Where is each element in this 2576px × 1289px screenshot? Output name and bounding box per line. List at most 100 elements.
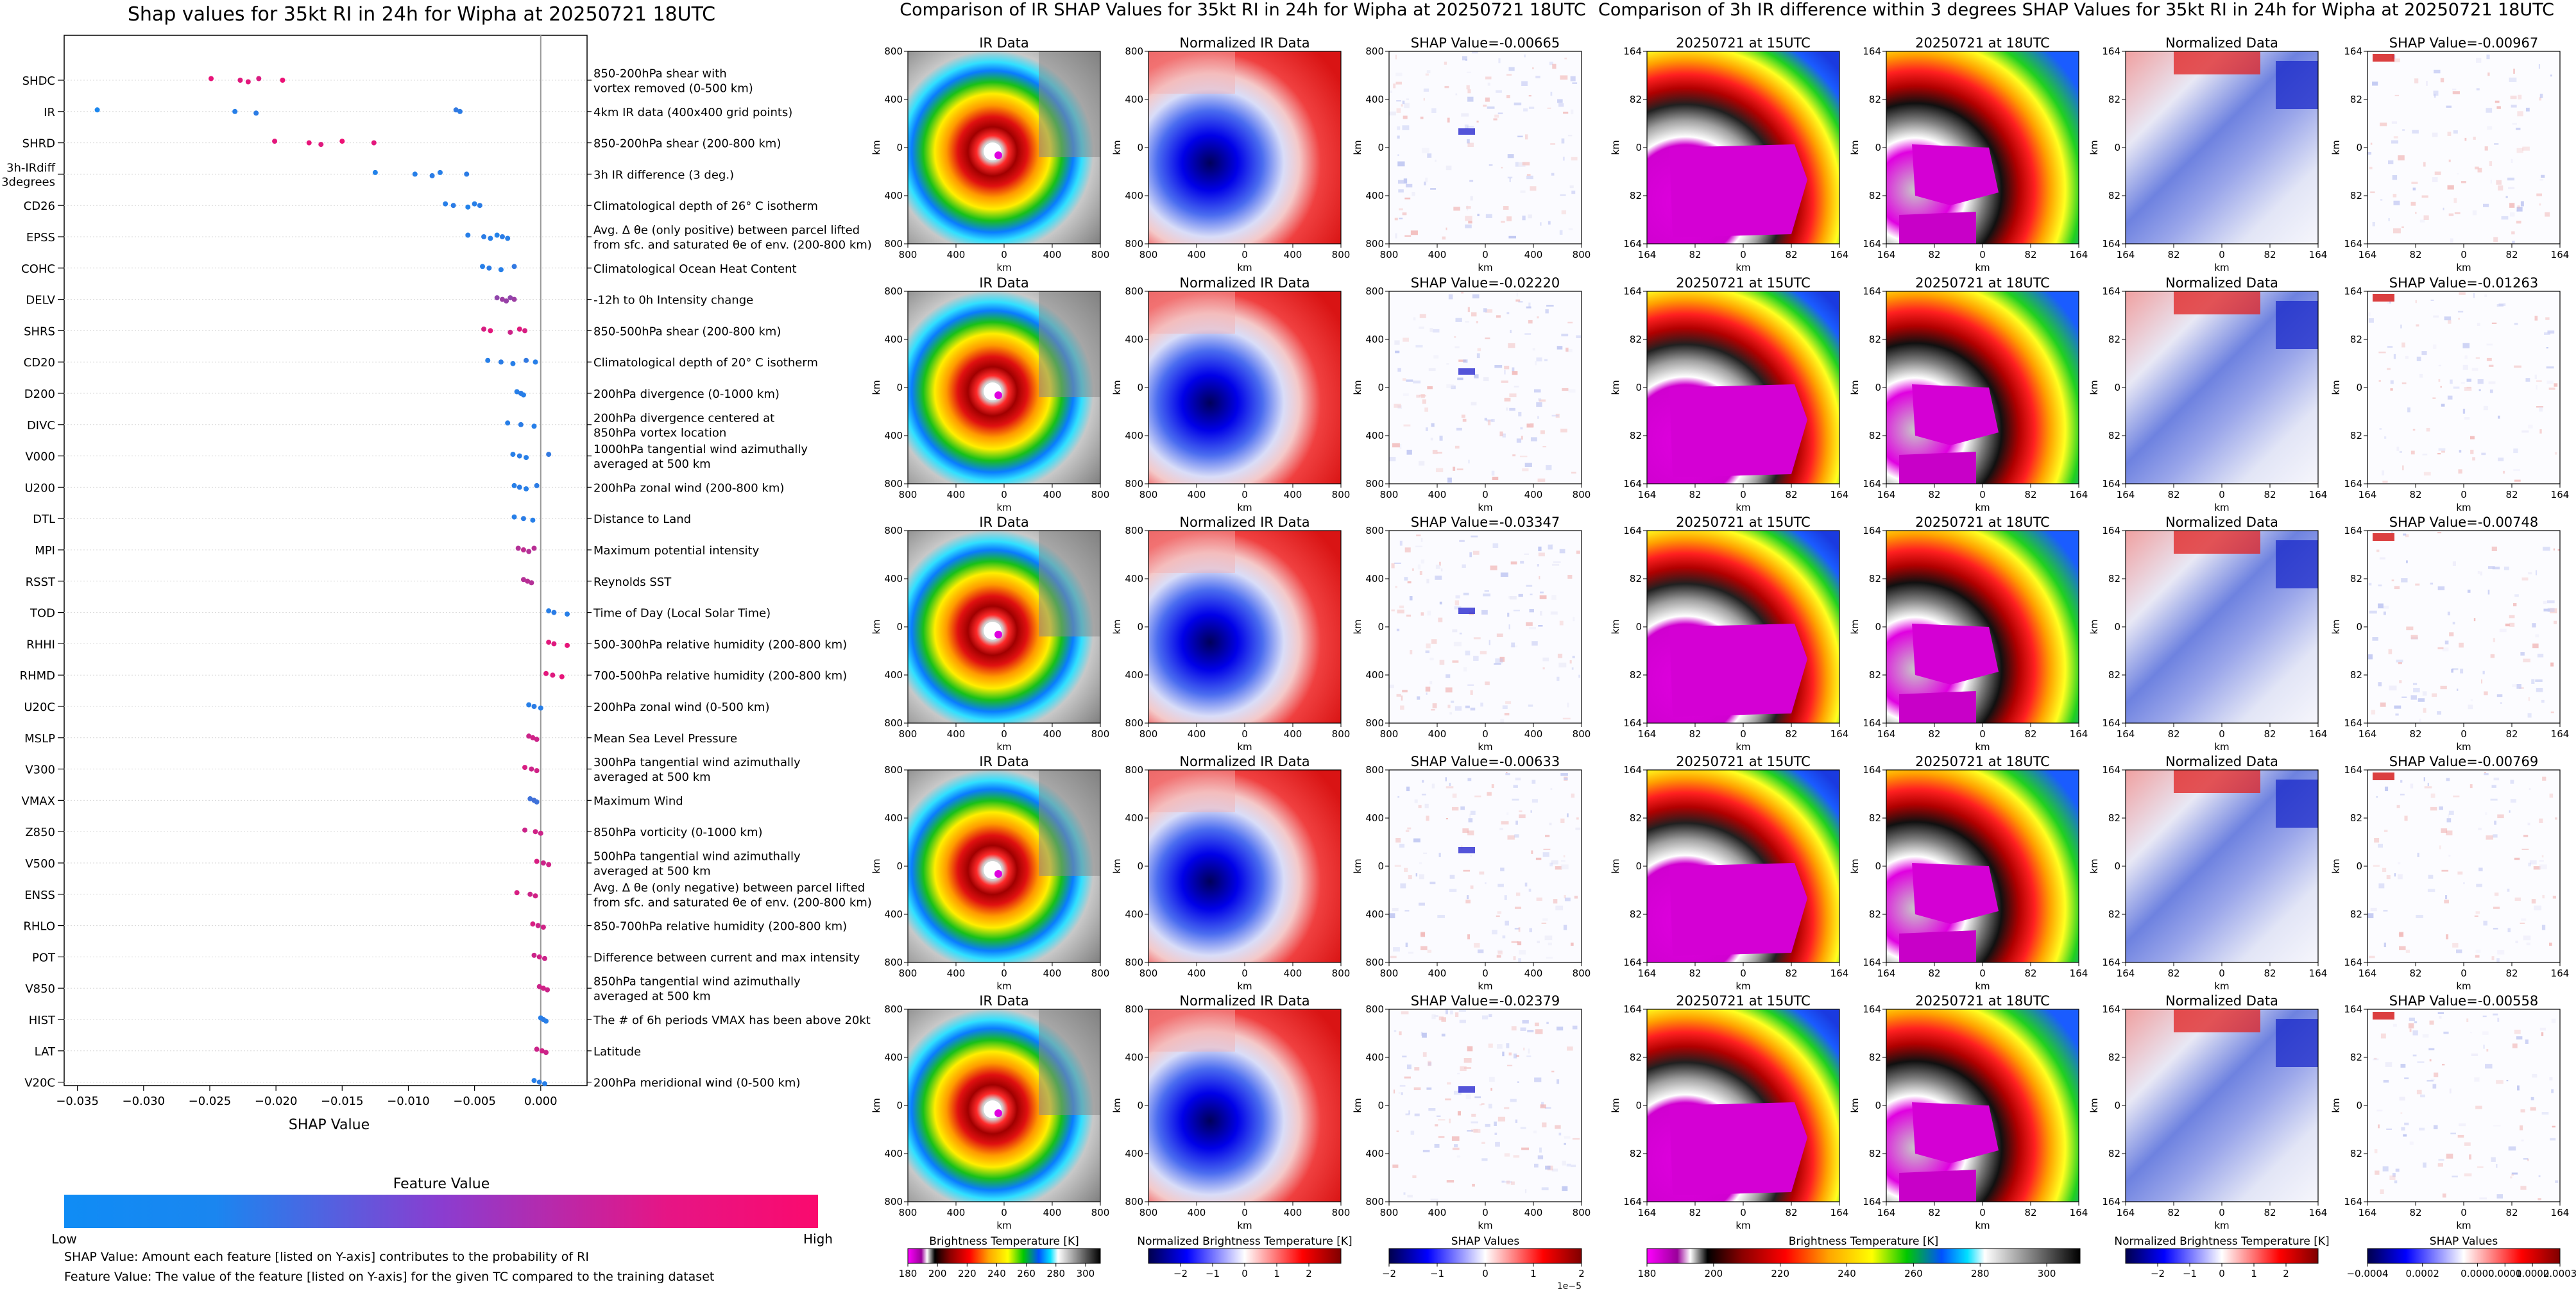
shap-point (514, 389, 520, 395)
y-tick-label: 0 (2356, 621, 2362, 633)
shap-speckle (2450, 1132, 2457, 1134)
shap-speckle (2470, 449, 2474, 454)
shap-speckle (2432, 132, 2438, 137)
shap-speckle (2453, 198, 2457, 203)
irdiff-normalized-cold-patch (2276, 1019, 2318, 1067)
shap-speckle (1450, 1010, 1453, 1015)
shap-speckle (1514, 386, 1519, 388)
irdiff-normalized-title: Normalized Data (2165, 35, 2278, 51)
feature-code-label: DIVC (27, 419, 55, 432)
shap-speckle (1511, 642, 1515, 647)
irdiff-shap-hotspot (2373, 54, 2394, 62)
ir-shap-title: SHAP Value=-0.02220 (1411, 275, 1560, 291)
shap-speckle (2478, 389, 2481, 391)
shap-speckle (1470, 810, 1476, 815)
shap-speckle (1560, 864, 1569, 869)
x-axis-label: km (1736, 741, 1750, 753)
shap-speckle (1507, 176, 1513, 179)
shap-speckle (2373, 864, 2380, 867)
colorbar-tick-label: 180 (899, 1268, 917, 1279)
shap-speckle (1536, 402, 1542, 407)
shap-point (534, 1046, 540, 1052)
shap-point (529, 580, 534, 586)
shap-speckle (2414, 78, 2419, 83)
shap-speckle (1471, 1121, 1478, 1123)
shap-speckle (1551, 860, 1558, 865)
shap-point (481, 234, 487, 239)
feature-description: Maximum potential intensity (593, 544, 760, 558)
shap-speckle (2547, 608, 2555, 612)
shap-speckle (2393, 194, 2397, 198)
shap-speckle (1528, 320, 1533, 324)
irdiff-15utc-title: 20250721 at 15UTC (1676, 35, 1811, 51)
shap-speckle (1394, 218, 1398, 221)
y-tick-label: 82 (2108, 573, 2120, 585)
shap-speckle (2410, 695, 2417, 700)
shap-speckle (1399, 844, 1405, 848)
shap-speckle (2391, 121, 2398, 124)
normalized-ir-upper-region (1148, 51, 1235, 94)
x-tick-label: 82 (2264, 1207, 2276, 1218)
shap-speckle (2528, 572, 2532, 575)
ir-shap-title: SHAP Value=-0.03347 (1411, 515, 1560, 530)
shap-speckle (1414, 799, 1418, 803)
shap-speckle (2394, 1180, 2398, 1184)
shap-speckle (2458, 469, 2462, 474)
feature-description: averaged at 500 km (593, 771, 711, 784)
shap-speckle (2490, 180, 2493, 184)
shap-speckle (2406, 626, 2414, 631)
shap-speckle (1542, 667, 1545, 670)
x-tick-label: 164 (2358, 1207, 2377, 1218)
colorbar-label: Normalized Brightness Temperature [K] (2114, 1235, 2329, 1248)
shap-speckle (2438, 1159, 2444, 1161)
feature-description: 1000hPa tangential wind azimuthally (593, 443, 808, 456)
shap-speckle (2476, 884, 2482, 887)
shap-speckle (1574, 896, 1578, 899)
shap-speckle (2402, 129, 2405, 132)
shap-speckle (2546, 600, 2555, 604)
shap-speckle (1420, 932, 1426, 937)
shap-speckle (1546, 305, 1554, 307)
x-tick-label: 164 (1830, 728, 1849, 740)
shap-speckle (2536, 406, 2544, 408)
y-tick-label: 82 (2108, 1148, 2120, 1159)
shap-speckle (1438, 1119, 1446, 1121)
shap-speckle (1431, 708, 1435, 711)
x-tick-label: 800 (1573, 968, 1591, 979)
irdiff-normalized-title: Normalized Data (2165, 754, 2278, 769)
shap-speckle (2437, 1012, 2444, 1014)
shap-speckle (1397, 368, 1401, 372)
colorbar (1388, 1248, 1582, 1264)
feature-code-label: COHC (21, 262, 55, 276)
x-tick-label: 0 (2219, 968, 2225, 979)
x-tick-label: 0 (2219, 1207, 2225, 1218)
shap-speckle (2463, 882, 2465, 885)
shap-speckle (1576, 817, 1579, 820)
x-tick-label: 0 (1740, 249, 1746, 260)
shap-speckle (2409, 1018, 2415, 1021)
shap-speckle (2543, 547, 2550, 551)
shap-speckle (2393, 58, 2400, 63)
shap-speckle (2398, 155, 2405, 160)
y-tick-label: 800 (1365, 1003, 1384, 1015)
shap-speckle (2483, 920, 2487, 926)
x-tick-label: 82 (2024, 1207, 2036, 1218)
y-axis-label: km (871, 140, 882, 155)
shap-speckle (2546, 366, 2554, 369)
shap-speckle (2512, 123, 2517, 125)
shap-speckle (2446, 934, 2449, 940)
irdiff-normalized-title: Normalized Data (2165, 515, 2278, 530)
x-axis-label: km (2456, 1220, 2471, 1231)
shap-speckle (1414, 1067, 1420, 1071)
x-tick-label: 82 (2505, 968, 2518, 979)
shap-speckle (1494, 114, 1499, 118)
shap-speckle (2403, 1134, 2407, 1137)
shap-speckle (1393, 947, 1400, 952)
x-tick-label: 0 (1241, 489, 1248, 500)
x-tick-label: 400 (1428, 1207, 1447, 1218)
shap-speckle (2401, 465, 2404, 470)
ir-shap-hotspot (1458, 368, 1475, 375)
shap-speckle (1518, 301, 1523, 303)
y-tick-label: 82 (1869, 812, 1881, 824)
shap-point (488, 235, 493, 241)
